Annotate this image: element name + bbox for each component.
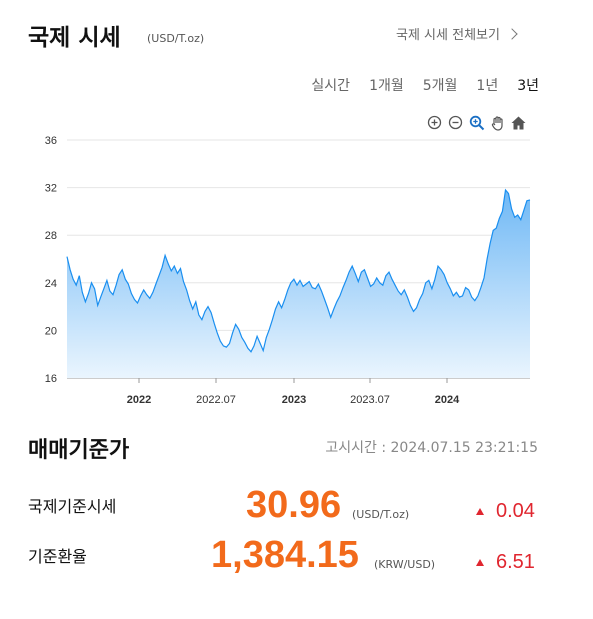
chart-area-fill xyxy=(67,190,530,378)
chevron-right-icon xyxy=(506,27,518,40)
x-tick-label: 2023.07 xyxy=(350,394,390,406)
intl-basis-label: 국제기준시세 xyxy=(28,497,117,516)
pan-hand-icon[interactable] xyxy=(489,114,506,131)
view-all-label: 국제 시세 전체보기 xyxy=(396,28,500,43)
y-tick-label: 28 xyxy=(45,230,57,242)
tab-3years[interactable]: 3년 xyxy=(517,78,539,94)
tab-1month[interactable]: 1개월 xyxy=(369,78,404,94)
y-tick-label: 32 xyxy=(45,183,57,195)
y-tick-label: 24 xyxy=(45,278,57,290)
exchange-rate-unit: (KRW/USD) xyxy=(374,558,436,571)
exchange-rate-change: 6.51 xyxy=(476,551,535,574)
zoom-out-icon[interactable] xyxy=(447,114,464,131)
page-title-text: 국제 시세 xyxy=(28,25,121,51)
intl-basis-change-value: 0.04 xyxy=(496,500,535,522)
period-tabs: 실시간 1개월 5개월 1년 3년 xyxy=(311,75,539,95)
home-icon[interactable] xyxy=(510,114,527,131)
y-tick-label: 20 xyxy=(45,325,57,337)
zoom-in-icon[interactable] xyxy=(426,114,443,131)
view-all-link[interactable]: 국제 시세 전체보기 xyxy=(396,24,518,43)
chart-series-line xyxy=(66,188,531,353)
notice-time: 고시시간 : 2024.07.15 23:21:15 xyxy=(325,440,538,456)
x-tick-label: 2022 xyxy=(127,394,151,406)
tab-5months[interactable]: 5개월 xyxy=(422,78,458,94)
title-unit: (USD/T.oz) xyxy=(147,32,205,45)
exchange-rate-value: 1,384.15 xyxy=(211,534,359,576)
x-tick-label: 2022.07 xyxy=(196,394,236,406)
chart-toolbar xyxy=(426,114,527,131)
x-tick-label: 2024 xyxy=(435,394,460,406)
tab-1year[interactable]: 1년 xyxy=(476,78,499,94)
intl-basis-unit: (USD/T.oz) xyxy=(352,508,410,521)
intl-basis-change: 0.04 xyxy=(476,500,535,523)
intl-basis-value: 30.96 xyxy=(246,484,342,526)
magnify-icon[interactable] xyxy=(468,114,485,131)
page-title: 국제 시세 xyxy=(28,18,121,52)
up-triangle-icon xyxy=(476,508,484,515)
basis-section-title: 매매기준가 xyxy=(28,438,130,463)
y-tick-label: 36 xyxy=(45,135,57,147)
exchange-rate-change-value: 6.51 xyxy=(496,551,535,573)
x-tick-label: 2023 xyxy=(282,394,306,406)
exchange-rate-label: 기준환율 xyxy=(28,547,87,566)
y-tick-label: 16 xyxy=(45,373,57,385)
up-triangle-icon xyxy=(476,559,484,566)
tab-realtime[interactable]: 실시간 xyxy=(311,78,351,94)
